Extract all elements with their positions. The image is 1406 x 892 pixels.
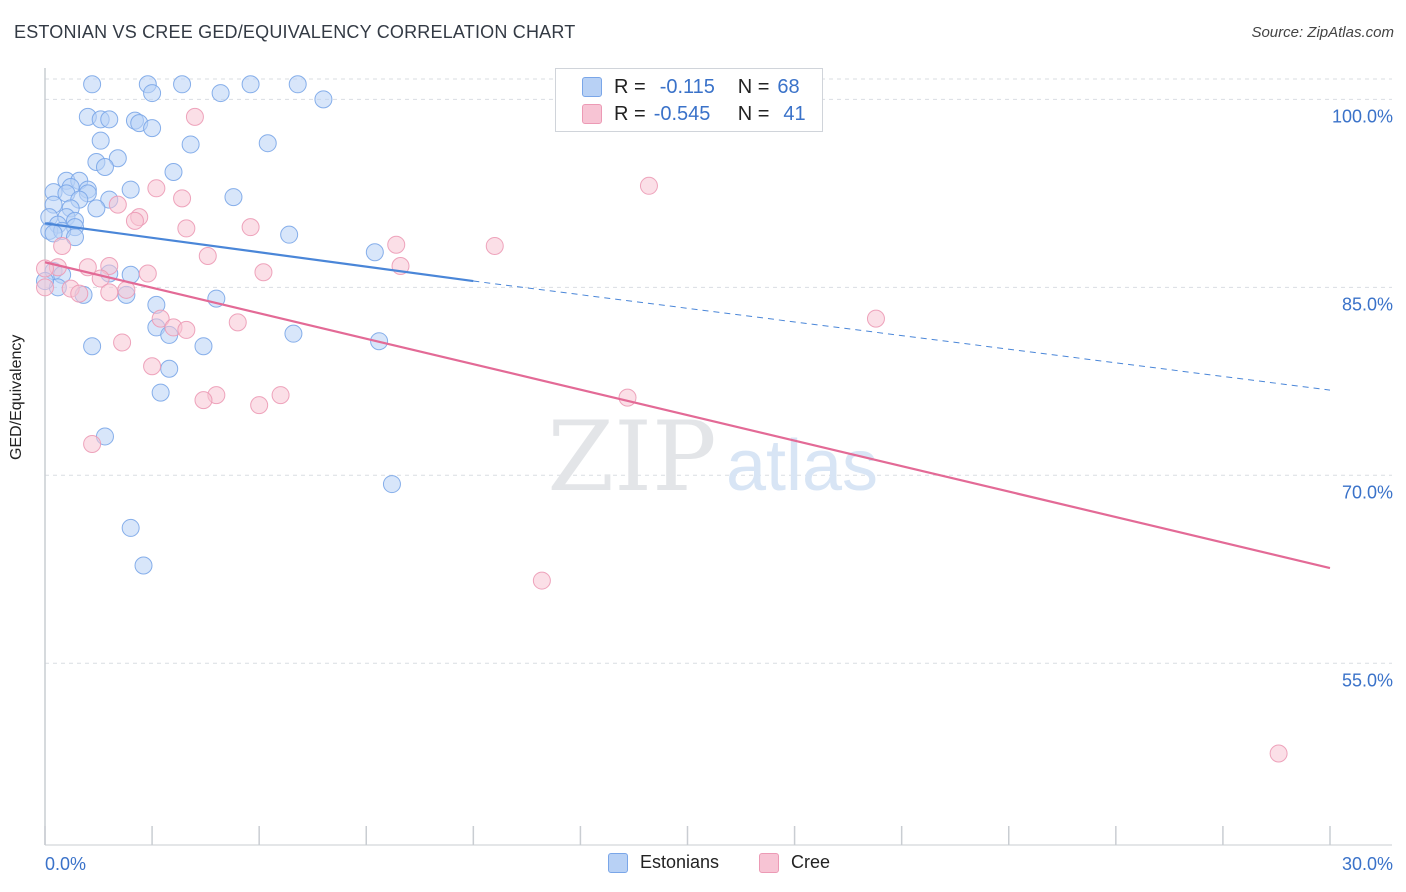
- estonians-point: [83, 75, 102, 94]
- correlation-legend: R = -0.115 N = 68 R = -0.545 N = 41: [555, 68, 823, 132]
- estonians-point: [87, 199, 106, 218]
- estonians-point: [194, 337, 213, 356]
- source-credit: Source: ZipAtlas.com: [1251, 24, 1394, 41]
- cree-point: [173, 189, 192, 208]
- estonians-point: [95, 158, 114, 177]
- estonians-point: [121, 518, 140, 537]
- cree-point: [194, 391, 213, 410]
- estonians-point: [288, 75, 307, 94]
- cree-point: [241, 218, 260, 237]
- cree-point: [138, 264, 157, 283]
- estonians-point: [365, 243, 384, 262]
- estonians-trend-line: [44, 222, 474, 283]
- legend-n-value: 68: [777, 75, 800, 98]
- cree-point: [1269, 744, 1288, 763]
- cree-point: [639, 176, 658, 195]
- cree-point: [113, 333, 132, 352]
- legend-r-label: R =: [614, 75, 646, 98]
- estonians-point: [143, 84, 162, 103]
- legend-n-label: N =: [737, 102, 770, 125]
- estonians-point: [181, 135, 200, 154]
- axes: [44, 68, 1392, 846]
- legend-r-label: R =: [614, 102, 646, 125]
- estonians-point: [224, 188, 243, 207]
- estonians-point: [258, 134, 277, 153]
- x-tick-label: 30.0%: [1342, 854, 1393, 874]
- estonians-point: [173, 75, 192, 94]
- gridlines: [45, 78, 1392, 664]
- legend-r-value: -0.545: [653, 102, 711, 125]
- estonians-point: [314, 90, 333, 109]
- estonians-point: [241, 75, 260, 94]
- cree-point: [147, 179, 166, 198]
- cree-point: [532, 571, 551, 590]
- cree-point: [185, 107, 204, 126]
- cree-point: [250, 396, 269, 415]
- legend-n-label: N =: [737, 75, 770, 98]
- y-tick-label: 100.0%: [1332, 106, 1393, 126]
- bottom-legend-swatch-estonians: [608, 852, 628, 873]
- tick-labels: 100.0% 85.0% 70.0% 55.0% 0.0% 30.0%: [45, 106, 1393, 874]
- estonians-point: [151, 383, 170, 402]
- y-tick-label: 70.0%: [1342, 482, 1393, 502]
- legend-n-value: 41: [783, 102, 806, 125]
- cree-point: [485, 236, 504, 255]
- x-tick-label: 0.0%: [45, 854, 86, 874]
- watermark-atlas: atlas: [726, 426, 878, 506]
- cree-point: [387, 235, 406, 254]
- bottom-legend-cree: Cree: [759, 852, 830, 873]
- bottom-legend-swatch-cree: [759, 852, 779, 873]
- chart-title: ESTONIAN VS CREE GED/EQUIVALENCY CORRELA…: [14, 22, 576, 42]
- estonians-point: [382, 475, 401, 494]
- cree-trend-line: [44, 261, 1331, 570]
- legend-swatch-estonians: [582, 77, 602, 97]
- estonians-point: [121, 180, 140, 199]
- bottom-legend-label-estonians: Estonians: [640, 852, 720, 872]
- legend-row-cree: R = -0.545 N = 41: [582, 101, 806, 127]
- cree-point: [36, 278, 54, 297]
- trend-lines: [44, 222, 1331, 570]
- cree-point: [254, 263, 273, 282]
- cree-point: [177, 219, 196, 238]
- cree-point: [151, 309, 170, 328]
- estonians-point: [284, 324, 303, 343]
- estonians-point: [108, 149, 127, 168]
- bottom-legend-estonians: Estonians: [608, 852, 719, 873]
- cree-point: [108, 195, 127, 214]
- estonians-point: [83, 337, 102, 356]
- legend-swatch-cree: [582, 104, 602, 124]
- estonians-point: [65, 228, 84, 247]
- legend-r-value: -0.115: [659, 75, 715, 98]
- estonians-point: [160, 359, 179, 378]
- cree-point: [177, 320, 196, 339]
- estonians-point: [91, 131, 110, 150]
- cree-point: [125, 211, 144, 230]
- estonians-point: [143, 119, 162, 138]
- y-tick-label: 85.0%: [1342, 294, 1393, 314]
- cree-point: [228, 313, 247, 332]
- cree-point: [866, 309, 885, 328]
- y-axis-label: GED/Equivalency: [8, 334, 25, 460]
- cree-point: [70, 284, 89, 303]
- estonians-point: [211, 84, 230, 103]
- cree-point: [143, 357, 162, 376]
- bottom-legend-label-cree: Cree: [791, 852, 831, 872]
- watermark: ZIP atlas: [547, 401, 878, 513]
- legend-row-estonians: R = -0.115 N = 68: [582, 74, 800, 100]
- cree-point: [83, 434, 102, 453]
- cree-point: [198, 246, 217, 265]
- cree-point: [618, 388, 637, 407]
- cree-point: [100, 283, 119, 302]
- y-tick-label: 55.0%: [1342, 670, 1393, 690]
- cree-point: [271, 386, 290, 405]
- watermark-zip: ZIP: [547, 401, 716, 513]
- estonians-point: [100, 110, 119, 129]
- estonians-point: [164, 163, 183, 182]
- cree-point: [100, 257, 119, 276]
- estonians-point: [280, 225, 299, 244]
- estonians-point: [134, 556, 153, 575]
- estonians-trend-extension: [473, 280, 1331, 391]
- cree-point: [53, 236, 72, 255]
